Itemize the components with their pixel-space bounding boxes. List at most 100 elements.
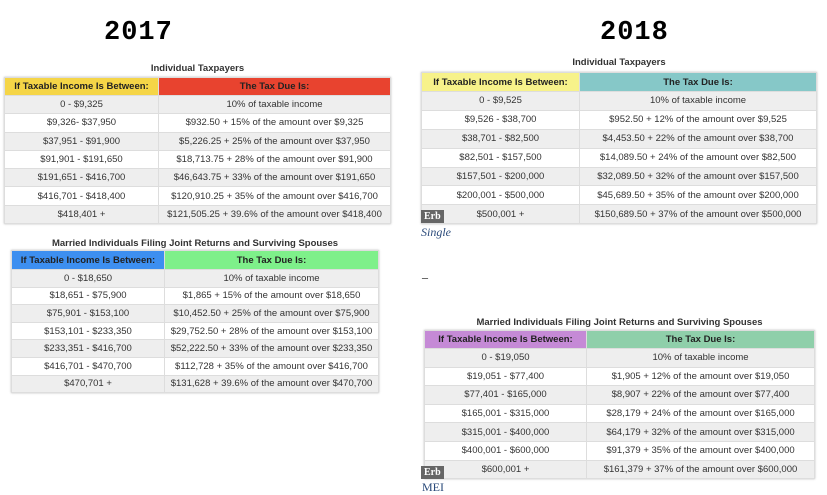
tax-due-cell: 10% of taxable income [586,348,815,368]
table-row: $500,001 + $150,689.50 + 37% of the amoun… [421,204,817,225]
income-range-cell: $165,001 - $315,000 [424,403,587,424]
table-row: $91,901 - $191,650 $18,713.75 + 28% of th… [4,149,391,170]
tax-due-cell: $91,379 + 35% of the amount over $400,00… [586,440,815,461]
tax-table-married-2018: If Taxable Income Is Between: The Tax Due… [424,330,815,480]
tax-due-cell: $14,089.50 + 24% of the amount over $82,… [579,147,817,168]
table-row: $165,001 - $315,000 $28,179 + 24% of the … [424,403,815,424]
tax-due-cell: $45,689.50 + 35% of the amount over $200… [579,185,817,206]
tax-due-cell: $46,643.75 + 33% of the amount over $191… [158,168,391,188]
header-row: If Taxable Income Is Between: The Tax Due… [421,72,817,92]
table-row: $38,701 - $82,500 $4,453.50 + 22% of the … [421,128,817,149]
table-row: $19,051 - $77,400 $1,905 + 12% of the amo… [424,366,815,387]
tax-due-cell: $8,907 + 22% of the amount over $77,400 [586,385,815,405]
table-row: $418,401 + $121,505.25 + 39.6% of the amo… [4,204,391,225]
income-range-cell: $91,901 - $191,650 [4,149,159,170]
tax-table-married-2017: If Taxable Income Is Between: The Tax Due… [11,250,379,394]
table-row: $416,701 - $418,400 $120,910.25 + 35% of … [4,186,391,206]
header-income-range: If Taxable Income Is Between: [421,72,580,92]
income-range-cell: $200,001 - $500,000 [421,185,580,206]
tax-due-cell: $120,910.25 + 35% of the amount over $41… [158,186,391,206]
year-heading-2018: 2018 [600,18,669,48]
table-row: $77,401 - $165,000 $8,907 + 22% of the am… [424,385,815,405]
tax-due-cell: $1,905 + 12% of the amount over $19,050 [586,366,815,387]
income-range-cell: $315,001 - $400,000 [424,422,587,442]
income-range-cell: $82,501 - $157,500 [421,147,580,168]
income-range-cell: 0 - $19,050 [424,348,587,368]
income-range-cell: $416,701 - $418,400 [4,186,159,206]
tax-due-cell: $1,865 + 15% of the amount over $18,650 [164,286,379,306]
income-range-cell: 0 - $18,650 [11,269,165,288]
tax-due-cell: $64,179 + 32% of the amount over $315,00… [586,422,815,442]
income-range-cell: $9,326- $37,950 [4,113,159,133]
tax-due-cell: $28,179 + 24% of the amount over $165,00… [586,403,815,424]
tax-due-cell: $5,226.25 + 25% of the amount over $37,9… [158,131,391,151]
table-row: $75,901 - $153,100 $10,452.50 + 25% of th… [11,304,379,323]
income-range-cell: $157,501 - $200,000 [421,166,580,187]
tax-due-cell: $32,089.50 + 32% of the amount over $157… [579,166,817,187]
header-income-range: If Taxable Income Is Between: [11,250,165,270]
income-range-cell: $400,001 - $600,000 [424,440,587,461]
income-range-cell: $38,701 - $82,500 [421,128,580,149]
tax-due-cell: $932.50 + 15% of the amount over $9,325 [158,113,391,133]
tax-due-cell: $150,689.50 + 37% of the amount over $50… [579,204,817,225]
tax-due-cell: $52,222.50 + 33% of the amount over $233… [164,339,379,358]
table-row: $233,351 - $416,700 $52,222.50 + 33% of t… [11,339,379,358]
table-row: $9,326- $37,950 $932.50 + 15% of the amou… [4,113,391,133]
table-row: 0 - $19,050 10% of taxable income [424,348,815,368]
tax-due-cell: 10% of taxable income [158,94,391,115]
tax-due-cell: $121,505.25 + 39.6% of the amount over $… [158,204,391,225]
income-range-cell: 0 - $9,325 [4,94,159,115]
table-row: 0 - $9,525 10% of taxable income [421,91,817,111]
income-range-cell: $77,401 - $165,000 [424,385,587,405]
table-title-individual-2017: Individual Taxpayers [150,63,245,74]
income-range-cell: $233,351 - $416,700 [11,339,165,358]
table-row: $9,526 - $38,700 $952.50 + 12% of the amo… [421,109,817,130]
table-row: $416,701 - $470,700 $112,728 + 35% of the… [11,356,379,376]
tax-due-cell: $29,752.50 + 28% of the amount over $153… [164,321,379,341]
tax-due-cell: $4,453.50 + 22% of the amount over $38,7… [579,128,817,149]
header-tax-due: The Tax Due Is: [579,72,817,92]
table-title-married-2018: Married Individuals Filing Joint Returns… [476,317,763,328]
table-row: $600,001 + $161,379 + 37% of the amount o… [424,459,815,480]
income-range-cell: $416,701 - $470,700 [11,356,165,376]
header-row: If Taxable Income Is Between: The Tax Due… [4,77,391,96]
header-income-range: If Taxable Income Is Between: [4,77,159,96]
erb-badge: Erb [421,210,444,223]
tax-due-cell: 10% of taxable income [164,269,379,288]
mei-caption-link[interactable]: MEI [422,480,444,494]
table-row: $200,001 - $500,000 $45,689.50 + 35% of t… [421,185,817,206]
tax-due-cell: $161,379 + 37% of the amount over $600,0… [586,459,815,480]
single-caption-link[interactable]: Single [421,225,451,239]
header-row: If Taxable Income Is Between: The Tax Due… [11,250,379,270]
income-range-cell: $9,526 - $38,700 [421,109,580,130]
tax-table-individual-2017: If Taxable Income Is Between: The Tax Due… [4,77,391,225]
income-range-cell: $153,101 - $233,350 [11,321,165,341]
income-range-cell: 0 - $9,525 [421,91,580,111]
income-range-cell: $75,901 - $153,100 [11,304,165,323]
income-range-cell: $19,051 - $77,400 [424,366,587,387]
table-row: 0 - $9,325 10% of taxable income [4,94,391,115]
header-income-range: If Taxable Income Is Between: [424,330,587,349]
header-tax-due: The Tax Due Is: [164,250,379,270]
tax-due-cell: $18,713.75 + 28% of the amount over $91,… [158,149,391,170]
income-range-cell: $191,651 - $416,700 [4,168,159,188]
year-heading-2017: 2017 [104,18,173,48]
table-row: $315,001 - $400,000 $64,179 + 32% of the … [424,422,815,442]
tax-due-cell: $112,728 + 35% of the amount over $416,7… [164,356,379,376]
table-row: $470,701 + $131,628 + 39.6% of the amount… [11,374,379,394]
income-range-cell: $500,001 + [421,204,580,225]
table-row: $18,651 - $75,900 $1,865 + 15% of the amo… [11,286,379,306]
tax-due-cell: 10% of taxable income [579,91,817,111]
header-row: If Taxable Income Is Between: The Tax Due… [424,330,815,349]
tax-due-cell: $952.50 + 12% of the amount over $9,525 [579,109,817,130]
tax-due-cell: $10,452.50 + 25% of the amount over $75,… [164,304,379,323]
header-tax-due: The Tax Due Is: [158,77,391,96]
tax-table-individual-2018: If Taxable Income Is Between: The Tax Due… [421,72,817,225]
table-row: $153,101 - $233,350 $29,752.50 + 28% of t… [11,321,379,341]
table-row: $400,001 - $600,000 $91,379 + 35% of the … [424,440,815,461]
tax-due-cell: $131,628 + 39.6% of the amount over $470… [164,374,379,394]
dash-text: – [422,270,428,284]
income-range-cell: $18,651 - $75,900 [11,286,165,306]
table-row: $37,951 - $91,900 $5,226.25 + 25% of the … [4,131,391,151]
table-row: $191,651 - $416,700 $46,643.75 + 33% of t… [4,168,391,188]
